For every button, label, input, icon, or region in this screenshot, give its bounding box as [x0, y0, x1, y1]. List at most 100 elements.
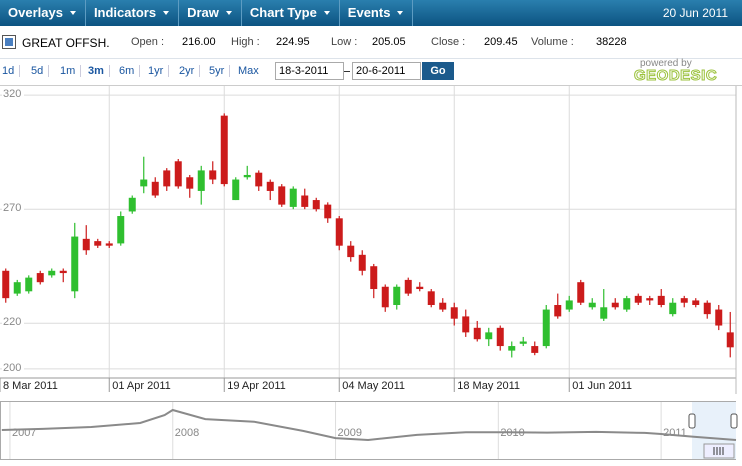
x-tick-label: 01 Apr 2011	[112, 380, 171, 392]
candle-body	[94, 241, 102, 246]
candle-body	[71, 236, 79, 292]
period-link[interactable]: 1d	[2, 65, 21, 77]
candle-body	[243, 174, 251, 178]
candle-body	[611, 302, 619, 308]
nav-tick-label: 2009	[338, 427, 362, 439]
candle-body	[427, 291, 435, 305]
candle-body	[151, 181, 159, 196]
candle-body	[163, 170, 171, 187]
field-value: 38228	[596, 36, 627, 48]
label-bg	[2, 88, 24, 100]
candle-body	[82, 238, 90, 251]
range-row: 18-3-2011 20-6-2011 Go powered by GEODES…	[0, 58, 742, 86]
candle-body	[335, 218, 343, 246]
candle-body	[715, 309, 723, 326]
field-value: 224.95	[276, 36, 310, 48]
nav-tick-label: 2011	[663, 427, 687, 439]
y-tick-label: 270	[3, 202, 21, 214]
plot	[0, 86, 736, 378]
nav-handle[interactable]	[688, 413, 696, 429]
candle-body	[381, 286, 389, 308]
symbol: GREAT OFFSH.	[22, 36, 110, 50]
candle-body	[59, 270, 67, 274]
y-tick-label: 320	[3, 88, 21, 100]
scroll-thumb[interactable]	[703, 443, 735, 459]
candle-body	[565, 300, 573, 310]
candle-body	[36, 273, 44, 283]
field-value: 209.45	[484, 36, 518, 48]
x-tick-label: 18 May 2011	[457, 380, 520, 392]
menu-item[interactable]: Events	[340, 0, 414, 26]
candle-body	[623, 298, 631, 310]
period-link[interactable]: 2yr	[179, 65, 201, 77]
period-link[interactable]: 3m	[88, 65, 110, 77]
candle-body	[2, 270, 10, 299]
field-value: 205.05	[372, 36, 406, 48]
current-date: 20 Jun 2011	[662, 6, 728, 20]
candle-body	[680, 298, 688, 303]
field-label: High :	[231, 36, 260, 48]
from-date[interactable]: 18-3-2011	[275, 62, 344, 80]
candle-body	[473, 327, 481, 340]
period-link[interactable]: 1yr	[148, 65, 170, 77]
candle-body	[508, 346, 516, 351]
candle-body	[439, 302, 447, 310]
candle-body	[232, 179, 240, 201]
candle-body	[301, 195, 309, 207]
nav-handle[interactable]	[730, 413, 738, 429]
candle-body	[600, 307, 608, 319]
period-link[interactable]: 5d	[31, 65, 50, 77]
candle-body	[462, 316, 470, 333]
powered-by: powered by	[640, 58, 692, 69]
candle-body	[531, 346, 539, 353]
to-date[interactable]: 20-6-2011	[352, 62, 421, 80]
candle-body	[347, 245, 355, 258]
candle-body	[669, 302, 677, 315]
period-link[interactable]: 5yr	[209, 65, 231, 77]
checkbox[interactable]	[2, 35, 16, 49]
nav-tick-label: 2008	[175, 427, 199, 439]
candle-body	[703, 302, 711, 315]
y-tick-label: 220	[3, 316, 21, 328]
candle-body	[186, 177, 194, 189]
candle-body	[496, 327, 504, 347]
candle-body	[726, 332, 734, 348]
menu-item[interactable]: Draw	[179, 0, 242, 26]
candle-body	[588, 302, 596, 308]
nav-line	[1, 408, 737, 442]
candle-body	[266, 181, 274, 191]
dash	[344, 71, 350, 72]
menu-item[interactable]: Overlays	[0, 0, 86, 26]
candle-body	[358, 254, 366, 271]
period-link[interactable]: Max	[238, 65, 259, 77]
candle-body	[140, 179, 148, 187]
field-label: Volume :	[531, 36, 574, 48]
label-bg	[2, 361, 24, 373]
quote-row: GREAT OFFSH. Open : 216.00 High : 224.95 Low…	[0, 26, 742, 59]
field-value: 216.00	[182, 36, 216, 48]
x-tick-label: 04 May 2011	[342, 380, 405, 392]
candle-body	[577, 282, 585, 303]
candle-body	[312, 200, 320, 210]
candle-body	[416, 286, 424, 290]
label-bg	[2, 202, 24, 214]
menu-item[interactable]: Indicators	[86, 0, 180, 26]
candle-body	[278, 186, 286, 205]
toolbar: 20 Jun 2011 Overlays Indicators Draw Chart …	[0, 0, 742, 26]
x-tick-label: 01 Jun 2011	[572, 380, 632, 392]
period-link[interactable]: 1m	[60, 65, 82, 77]
candle-body	[634, 295, 642, 303]
candle-body	[450, 307, 458, 319]
period-link[interactable]: 6m	[119, 65, 141, 77]
candle-body	[542, 309, 550, 347]
field-label: Low :	[331, 36, 358, 48]
go-button[interactable]: Go	[422, 62, 454, 80]
label-bg	[2, 316, 24, 328]
candle-body	[370, 266, 378, 290]
x-tick-label: 19 Apr 2011	[227, 380, 286, 392]
candle-body	[174, 161, 182, 187]
menu-item[interactable]: Chart Type	[242, 0, 340, 26]
candle-body	[128, 197, 136, 212]
